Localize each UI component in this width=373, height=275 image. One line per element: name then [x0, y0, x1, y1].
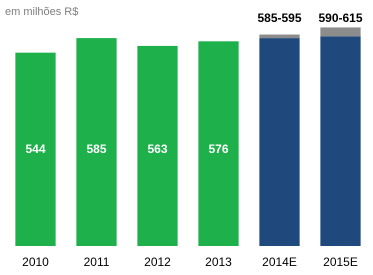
- x-tick-label: 2015E: [323, 255, 358, 269]
- x-tick-label: 2011: [84, 255, 110, 269]
- x-tick-label: 2014E: [262, 255, 297, 269]
- value-label: 585: [86, 142, 106, 156]
- bar: [137, 45, 178, 247]
- bar: [198, 41, 239, 246]
- x-tick-label: 2013: [205, 255, 232, 269]
- range-bar: [320, 27, 361, 37]
- value-label: 590-615: [318, 11, 362, 25]
- unit-label: em milhões R$: [5, 6, 78, 18]
- bar: [259, 38, 300, 246]
- x-tick-label: 2012: [144, 255, 171, 269]
- bar: [320, 36, 361, 247]
- bar: [76, 38, 117, 246]
- bar: [15, 52, 56, 246]
- x-tick-label: 2010: [22, 255, 49, 269]
- value-label: 544: [25, 142, 45, 156]
- value-label: 563: [147, 142, 167, 156]
- value-label: 585-595: [257, 11, 301, 25]
- value-label: 576: [208, 142, 228, 156]
- range-bar: [259, 34, 300, 39]
